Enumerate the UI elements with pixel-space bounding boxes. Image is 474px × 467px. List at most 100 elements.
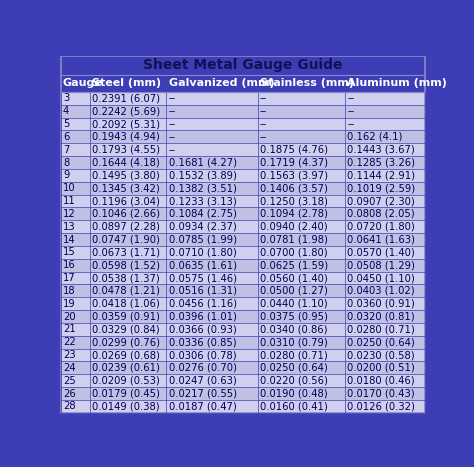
Text: 0.1875 (4.76): 0.1875 (4.76): [260, 145, 328, 155]
Bar: [90, 272, 166, 284]
Text: Steel (mm): Steel (mm): [92, 78, 161, 88]
Text: 10: 10: [63, 183, 75, 193]
Text: 4: 4: [63, 106, 69, 116]
Bar: [61, 348, 90, 361]
Bar: [345, 272, 425, 284]
Bar: [257, 272, 345, 284]
Bar: [61, 75, 90, 92]
Text: 19: 19: [63, 299, 76, 309]
Bar: [257, 75, 345, 92]
Bar: [257, 195, 345, 207]
Bar: [166, 246, 257, 259]
Text: 0.0673 (1.71): 0.0673 (1.71): [92, 248, 160, 257]
Bar: [166, 143, 257, 156]
Bar: [257, 387, 345, 400]
Text: Aluminum (mm): Aluminum (mm): [347, 78, 447, 88]
Bar: [90, 220, 166, 233]
Text: 0.1443 (3.67): 0.1443 (3.67): [347, 145, 415, 155]
Bar: [166, 323, 257, 336]
Text: 0.0190 (0.48): 0.0190 (0.48): [260, 389, 328, 398]
Bar: [90, 361, 166, 374]
Bar: [257, 105, 345, 118]
Bar: [345, 92, 425, 105]
Text: 7: 7: [63, 145, 69, 155]
Bar: [90, 297, 166, 310]
Text: 0.0418 (1.06): 0.0418 (1.06): [92, 299, 160, 309]
Text: 22: 22: [63, 337, 76, 347]
Bar: [61, 259, 90, 272]
Bar: [345, 156, 425, 169]
Bar: [90, 284, 166, 297]
Text: 0.0375 (0.95): 0.0375 (0.95): [260, 311, 328, 321]
Bar: [61, 118, 90, 130]
Text: 20: 20: [63, 311, 75, 321]
Text: 0.0269 (0.68): 0.0269 (0.68): [92, 350, 160, 360]
Text: 0.0310 (0.79): 0.0310 (0.79): [260, 337, 328, 347]
Text: 0.1719 (4.37): 0.1719 (4.37): [260, 157, 328, 168]
Bar: [61, 246, 90, 259]
Bar: [90, 348, 166, 361]
Text: 0.0897 (2.28): 0.0897 (2.28): [92, 222, 160, 232]
Text: 0.1943 (4.94): 0.1943 (4.94): [92, 132, 160, 142]
Bar: [166, 336, 257, 348]
Bar: [61, 297, 90, 310]
Bar: [166, 374, 257, 387]
Text: 0.0276 (0.70): 0.0276 (0.70): [169, 363, 237, 373]
Bar: [345, 130, 425, 143]
Bar: [257, 220, 345, 233]
Text: 0.0720 (1.80): 0.0720 (1.80): [347, 222, 415, 232]
Bar: [61, 361, 90, 374]
Text: 0.0575 (1.46): 0.0575 (1.46): [169, 273, 237, 283]
Bar: [166, 348, 257, 361]
Bar: [61, 143, 90, 156]
Bar: [90, 246, 166, 259]
Text: 0.0635 (1.61): 0.0635 (1.61): [169, 260, 237, 270]
Bar: [345, 259, 425, 272]
Bar: [90, 207, 166, 220]
Bar: [166, 220, 257, 233]
Bar: [345, 233, 425, 246]
Text: 3: 3: [63, 93, 69, 103]
Text: --: --: [169, 132, 176, 142]
Text: 0.1196 (3.04): 0.1196 (3.04): [92, 196, 160, 206]
Text: --: --: [260, 106, 267, 116]
Text: 23: 23: [63, 350, 75, 360]
Bar: [257, 348, 345, 361]
Bar: [90, 323, 166, 336]
Text: 0.1233 (3.13): 0.1233 (3.13): [169, 196, 237, 206]
Bar: [166, 361, 257, 374]
Text: 13: 13: [63, 222, 75, 232]
Bar: [90, 92, 166, 105]
Bar: [257, 246, 345, 259]
Text: 0.1084 (2.75): 0.1084 (2.75): [169, 209, 237, 219]
Text: 0.0200 (0.51): 0.0200 (0.51): [347, 363, 415, 373]
Text: 0.0500 (1.27): 0.0500 (1.27): [260, 286, 328, 296]
Bar: [61, 207, 90, 220]
Text: 0.0456 (1.16): 0.0456 (1.16): [169, 299, 237, 309]
Text: 0.0934 (2.37): 0.0934 (2.37): [169, 222, 237, 232]
Text: 5: 5: [63, 119, 69, 129]
Text: 0.0247 (0.63): 0.0247 (0.63): [169, 375, 237, 386]
Bar: [90, 259, 166, 272]
Bar: [257, 182, 345, 195]
Bar: [90, 169, 166, 182]
Text: 0.1681 (4.27): 0.1681 (4.27): [169, 157, 237, 168]
Text: 0.1382 (3.51): 0.1382 (3.51): [169, 183, 237, 193]
Text: 17: 17: [63, 273, 76, 283]
Bar: [61, 233, 90, 246]
Bar: [345, 348, 425, 361]
Bar: [257, 169, 345, 182]
Text: 0.1250 (3.18): 0.1250 (3.18): [260, 196, 328, 206]
Text: 21: 21: [63, 325, 76, 334]
Bar: [166, 75, 257, 92]
Text: 15: 15: [63, 248, 76, 257]
Text: 0.1495 (3.80): 0.1495 (3.80): [92, 170, 160, 180]
Bar: [61, 169, 90, 182]
Text: 0.0478 (1.21): 0.0478 (1.21): [92, 286, 160, 296]
Bar: [345, 336, 425, 348]
Text: --: --: [260, 119, 267, 129]
Bar: [166, 195, 257, 207]
Bar: [61, 284, 90, 297]
Bar: [345, 182, 425, 195]
Bar: [345, 207, 425, 220]
